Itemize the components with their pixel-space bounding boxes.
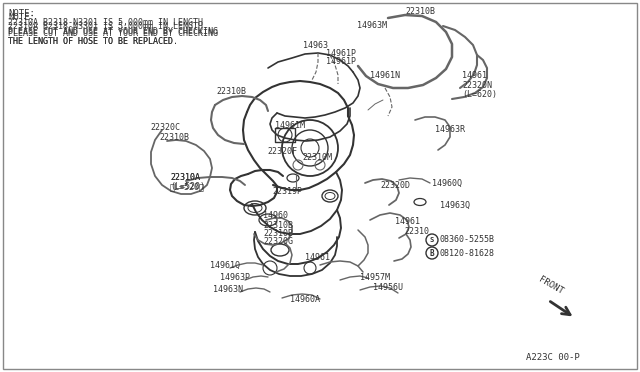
Text: 14963: 14963 [303,41,328,49]
Text: A223C 00-P: A223C 00-P [526,353,580,362]
Text: (L=620): (L=620) [462,90,497,99]
Text: 14956U: 14956U [373,283,403,292]
Text: 22310B: 22310B [405,7,435,16]
Text: 22310A: 22310A [170,173,200,183]
Text: 14963P: 14963P [220,273,250,282]
Text: 14963Q: 14963Q [440,201,470,209]
Text: THE LENGTH OF HOSE TO BE REPLACED.: THE LENGTH OF HOSE TO BE REPLACED. [8,36,178,45]
Text: 14957M: 14957M [360,273,390,282]
Text: 22310B: 22310B [263,228,293,237]
Text: 14961Q: 14961Q [210,260,240,269]
Text: 22310B: 22310B [216,87,246,96]
Text: 22310A: 22310A [170,173,200,183]
Text: PLEASE CUT AND USE AT YOUR END BY CHECKING: PLEASE CUT AND USE AT YOUR END BY CHECKI… [8,28,218,36]
Text: PLEASE CUT AND USE AT YOUR END BY CHECKING: PLEASE CUT AND USE AT YOUR END BY CHECKI… [8,29,218,38]
Text: 22310: 22310 [404,227,429,235]
Text: 14961: 14961 [395,218,420,227]
Text: FRONT: FRONT [537,275,564,296]
Text: B: B [429,248,435,257]
Text: 22310B: 22310B [263,221,293,230]
Text: 22320C: 22320C [150,124,180,132]
Text: （L=520）: （L=520） [170,183,205,192]
Text: (L=520): (L=520) [170,183,205,192]
Text: 14961: 14961 [305,253,330,262]
Text: 14961P: 14961P [326,48,356,58]
Text: NOTE:: NOTE: [8,10,35,19]
Text: 14963N: 14963N [213,285,243,294]
Text: 14961M: 14961M [275,121,305,129]
Text: 22320F: 22320F [267,147,297,155]
Text: 14960Q: 14960Q [432,179,462,187]
Text: 14960: 14960 [263,211,288,219]
Text: 08120-81628: 08120-81628 [440,248,495,257]
Text: S: S [430,237,434,243]
Text: 22320G: 22320G [263,237,293,246]
Text: 14961: 14961 [462,71,487,80]
Text: 08360-5255B: 08360-5255B [440,235,495,244]
Text: 22310M: 22310M [302,153,332,161]
Text: 22310A B2318-N3301 IS 5,000mm IN LENGTH: 22310A B2318-N3301 IS 5,000mm IN LENGTH [8,22,203,31]
Text: 14963M: 14963M [357,22,387,31]
Text: 14960A: 14960A [290,295,320,305]
Text: NOTE:: NOTE: [8,13,35,22]
Text: 22320N: 22320N [462,81,492,90]
Text: 14961P: 14961P [326,58,356,67]
Text: 14963R: 14963R [435,125,465,135]
Text: 22310B: 22310B [159,134,189,142]
Text: THE LENGTH OF HOSE TO BE REPLACED.: THE LENGTH OF HOSE TO BE REPLACED. [8,38,178,46]
Text: 22310A B2318-N3301 IS 5,000mm IN LENGTH: 22310A B2318-N3301 IS 5,000mm IN LENGTH [8,19,203,28]
Text: 22319P: 22319P [272,187,302,196]
Text: 14961N: 14961N [370,71,400,80]
Text: 22320D: 22320D [380,180,410,189]
